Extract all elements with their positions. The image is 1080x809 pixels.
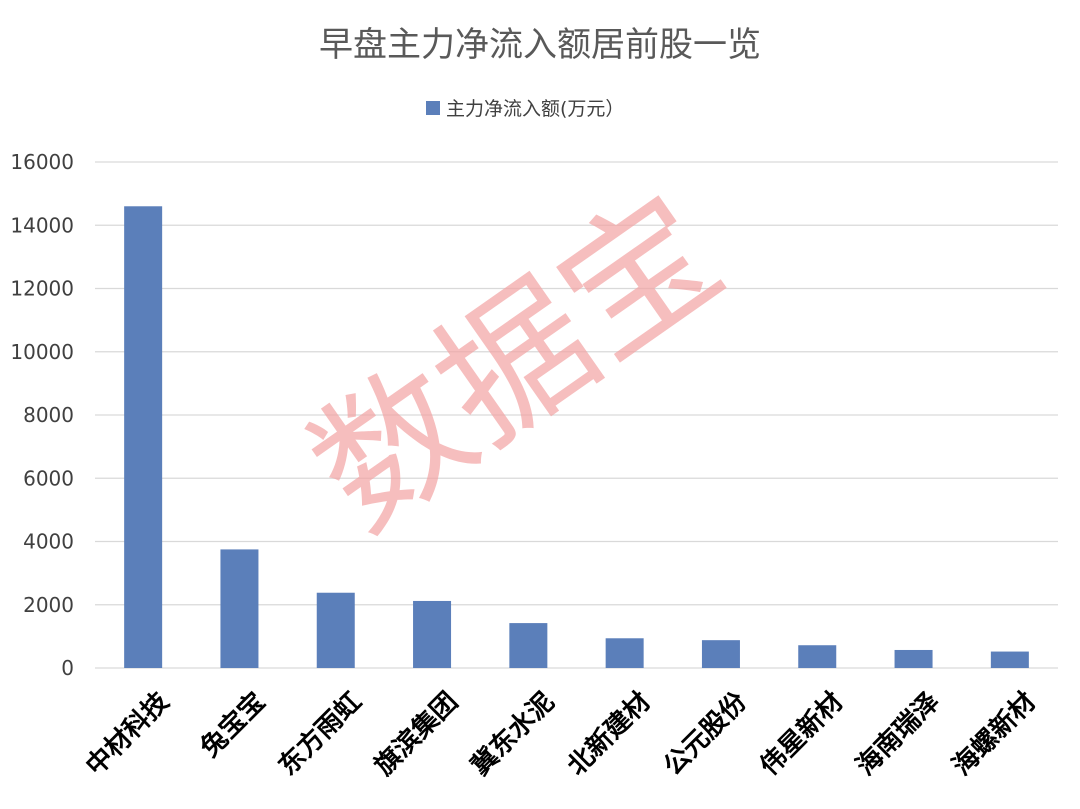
legend-label: 主力净流入额(万元） <box>446 98 624 120</box>
x-category-label: 海南瑞泽 <box>851 687 946 782</box>
bar <box>701 640 740 668</box>
x-category-label: 北新建材 <box>561 686 656 781</box>
bar <box>316 592 355 668</box>
x-category-label: 海螺新材 <box>946 686 1041 781</box>
y-tick-label: 2000 <box>23 593 74 617</box>
watermark: 数据宝 <box>283 163 751 564</box>
y-tick-label: 16000 <box>10 150 74 174</box>
x-category-label: 旗滨集团 <box>369 686 464 781</box>
x-category-label: 东方雨虹 <box>272 686 367 781</box>
x-category-label: 冀东水泥 <box>465 686 560 781</box>
y-axis-tick-labels: 0 2000 4000 6000 8000 10000 12000 14000 16000 <box>10 150 74 680</box>
y-tick-label: 10000 <box>10 340 74 364</box>
legend: 主力净流入额(万元） <box>426 98 624 120</box>
bar <box>990 651 1029 668</box>
x-category-label: 兔宝宝 <box>194 686 271 763</box>
x-category-label: 中材科技 <box>80 687 175 782</box>
chart-title: 早盘主力净流入额居前股一览 <box>319 25 761 65</box>
x-category-label: 公元股份 <box>658 687 753 782</box>
y-tick-label: 12000 <box>10 277 74 301</box>
bar <box>220 549 259 668</box>
bar <box>894 649 933 668</box>
bar <box>413 600 452 668</box>
y-tick-label: 6000 <box>23 466 74 490</box>
bar <box>124 206 163 668</box>
y-tick-label: 14000 <box>10 213 74 237</box>
x-axis-category-labels: 中材科技 兔宝宝 东方雨虹 旗滨集团 冀东水泥 北新建材 公元股份 伟星新材 海南瑞泽 海螺新材 <box>80 686 1041 781</box>
bar <box>798 645 837 668</box>
x-category-label: 伟星新材 <box>754 686 849 781</box>
y-tick-label: 8000 <box>23 403 74 427</box>
bar <box>509 623 548 668</box>
bar <box>605 638 644 668</box>
y-tick-label: 0 <box>61 656 74 680</box>
bars <box>124 206 1029 668</box>
legend-swatch <box>426 101 440 115</box>
y-tick-label: 4000 <box>23 530 74 554</box>
